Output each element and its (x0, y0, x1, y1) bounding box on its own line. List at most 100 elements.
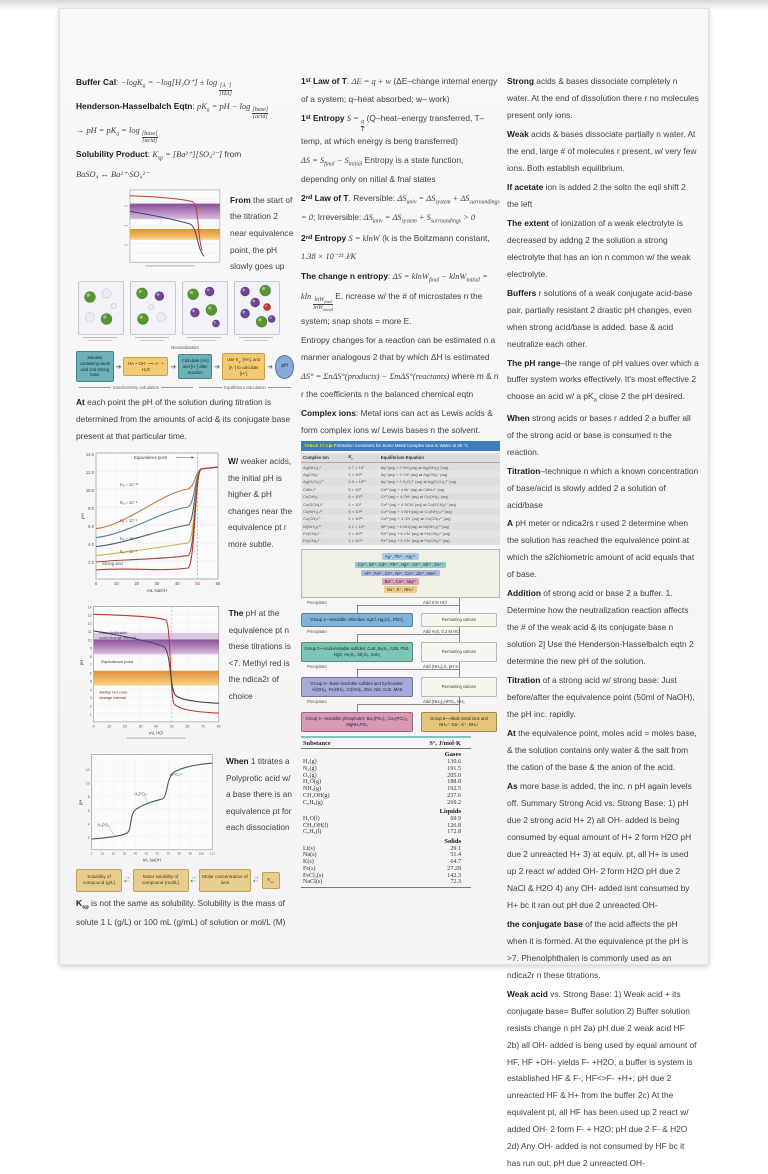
formation-constants-table: Complex Ion Kf Equilibrium Equation Ag(NH₃)… (301, 452, 500, 545)
entropy-cell: NH₃(g) (303, 786, 322, 793)
svg-text:HPO₄²⁻: HPO₄²⁻ (169, 772, 183, 777)
svg-text:mL NaOH: mL NaOH (143, 857, 161, 862)
kf-table-cell: 1 × 10³⁵ (348, 531, 363, 537)
kf-table-row: Cu(CN)₄²⁻ 1 × 10²⁵ Cu²⁺(aq) + 4 CN⁻(aq) ⇌ … (301, 515, 500, 522)
entropy-cell: 142.3 (447, 872, 461, 879)
flow-box: Molar concentration of ions (199, 869, 251, 892)
flow-arrow-icon: ➔ (214, 363, 221, 371)
reagent-label: Add H₂S, 0.2 M HCl (423, 628, 460, 634)
kf-table-cell: 1.7 × 10⁷ (346, 462, 379, 471)
svg-text:60: 60 (186, 725, 190, 729)
svg-text:7: 7 (90, 663, 92, 667)
entropy-group-row: Solids (301, 836, 471, 845)
flow-box: Solution containing weak acid and strong… (76, 351, 114, 383)
svg-text:70: 70 (201, 725, 205, 729)
equation-line: Henderson-Hasselbalch Eqtn: pKa = pH − l… (76, 100, 269, 121)
equation-line: Solubility Product: Ksp = [Ba²⁺][SO₄²⁻] … (76, 148, 242, 162)
reagent-label: Add (NH₄)₂S, pH 8 (423, 663, 458, 669)
molecule-panel (234, 280, 280, 342)
kf-table-cell: Ni(NH₃)₆²⁺ (301, 522, 347, 530)
kf-table-cell: Cu(NH₃)₄²⁺ (301, 507, 347, 516)
entropy-cell: N₂(g) (303, 765, 317, 772)
notes-paragraph: As more base is added, the inc. n pH aga… (507, 781, 692, 910)
group-box: Group 2—Acid-insoluble sulfides: CuS, Bi… (301, 641, 413, 662)
svg-text:30: 30 (123, 852, 127, 856)
kf-header-row: Complex Ion Kf Equilibrium Equation (301, 452, 500, 464)
titration-paragraph: At each point the pH of the solution dur… (76, 397, 291, 442)
svg-text:2: 2 (88, 836, 90, 840)
kf-header-cell: Kf (346, 452, 379, 464)
entropy-cell: H₂O(g) (303, 779, 322, 786)
entropy-cell: 72.3 (372, 879, 471, 889)
svg-text:H₂PO₄⁻: H₂PO₄⁻ (134, 791, 148, 796)
svg-text:50: 50 (170, 725, 174, 729)
svg-text:pH: pH (80, 513, 85, 519)
svg-text:10.0: 10.0 (86, 488, 95, 493)
notes-paragraph: Titration of a strong acid w/ strong bas… (507, 675, 695, 720)
kf-table-cell: Ag⁺(aq) + 2 CN⁻(aq) ⇌ Ag(CN)₂⁻(aq) (380, 472, 448, 478)
kf-table-cell: Ag(CN)₂⁻ (303, 472, 320, 478)
entropy-header-cell: S°, J/mol·K (372, 737, 471, 750)
svg-text:0: 0 (91, 852, 93, 856)
svg-text:Phenolphthalein: Phenolphthalein (99, 630, 127, 635)
svg-text:40: 40 (154, 725, 158, 729)
svg-text:Kₐ = 10⁻⁸: Kₐ = 10⁻⁸ (120, 500, 138, 505)
entropy-cell: 69.9 (450, 815, 461, 822)
svg-text:9: 9 (90, 647, 92, 651)
titration-overview-note: From the start of the titration 2 near e… (230, 194, 294, 272)
ion-list: Na⁺, K⁺, NH₄⁺ (383, 586, 418, 593)
entropy-row: C₆H₆(g) 269.2 (301, 799, 471, 806)
entropy-cell: 237.6 (447, 792, 461, 799)
column-left: Buffer Cal: −logKa = −log[H₃O⁺] ± log [A… (76, 73, 295, 1174)
entropy-cell: FeCl₃(s) (303, 872, 324, 879)
svg-text:color-change interval: color-change interval (99, 635, 135, 640)
svg-text:20: 20 (112, 852, 116, 856)
kf-table-cell: 2.9 × 10¹³ (346, 478, 379, 486)
svg-text:5: 5 (90, 680, 92, 684)
svg-text:0: 0 (93, 725, 95, 729)
notes-paragraph: A pH meter or ndica2rs r used 2 determin… (507, 518, 695, 580)
svg-text:40: 40 (175, 581, 180, 586)
notes-paragraph: the conjugate base of the acid affects t… (507, 918, 689, 980)
svg-text:3: 3 (90, 696, 92, 700)
svg-text:4.0: 4.0 (88, 542, 94, 547)
kf-table-tag: TABLE 17.1 ▶ (304, 442, 333, 448)
flow-arrow-icon: ➔ (115, 363, 122, 371)
notes-paragraph: If acetate ion is added 2 the soltn the … (507, 181, 686, 209)
kf-table-cell: Cu²⁺(aq) + 4 NH₃(aq) ⇌ Cu(NH₃)₄²⁺(aq) (378, 507, 500, 516)
kf-table-cell: 5 × 10³ (348, 486, 361, 492)
entropy-cell: Li(s) (303, 845, 315, 852)
kf-table-caption: Formation Constants for Some Metal Compl… (333, 442, 469, 448)
polyprotic-note: When 1 titrates a Polyprotic acid w/ a b… (226, 756, 292, 833)
group-box: Group 1—Insoluble chlorides: AgCl, Hg₂Cl… (301, 612, 413, 627)
weak-acid-note: W/ weaker acids, the initial pH is highe… (228, 456, 293, 549)
scheme-row: Group 3—Base-insoluble sulfides and hydr… (301, 676, 500, 698)
entropy-cell: 29.1 (450, 845, 461, 852)
entropy-cell: Fe(s) (303, 865, 316, 872)
svg-text:20: 20 (134, 581, 139, 586)
svg-text:30: 30 (155, 581, 160, 586)
kf-table-cell: Cr³⁺(aq) + 4 OH⁻(aq) ⇌ Cr(OH)₄⁻(aq) (378, 492, 500, 501)
entropy-cell: CH₃OH(g) (303, 792, 330, 799)
molecule-diagram (130, 280, 176, 335)
entropy-group-label: Solids (444, 837, 461, 845)
svg-text:10: 10 (101, 852, 105, 856)
scheme-connector: Precipitate Add 6 M HCl (301, 597, 500, 613)
svg-text:mL NaOH: mL NaOH (147, 588, 167, 593)
indicator-chart-thumbnail (124, 189, 221, 267)
molecule-diagram (182, 280, 228, 335)
entropy-row: CH₃OH(l) 126.8 (301, 822, 471, 829)
notes-paragraph: The pH range–the range of pH values over… (507, 357, 699, 405)
scheme-row: Group 4—Insoluble phosphates: Ba₃(PO₄)₂,… (301, 712, 500, 733)
svg-text:change interval: change interval (99, 695, 126, 700)
svg-text:11: 11 (88, 630, 92, 634)
ion-list: Cu²⁺, Bi³⁺, Cd²⁺, Pb²⁺, Hg²⁺, As³⁺, Sb³⁺… (354, 561, 447, 569)
svg-text:80: 80 (178, 852, 182, 856)
molecular-panels (76, 279, 294, 346)
thermo-paragraph: 2ⁿᵈ Law of T. Reversible: ΔSuniv = ΔSsys… (301, 193, 500, 225)
entropy-header-cell: Substance (301, 737, 373, 750)
scheme-row: Group 2—Acid-insoluble sulfides: CuS, Bi… (301, 641, 500, 662)
svg-text:8: 8 (88, 795, 90, 799)
